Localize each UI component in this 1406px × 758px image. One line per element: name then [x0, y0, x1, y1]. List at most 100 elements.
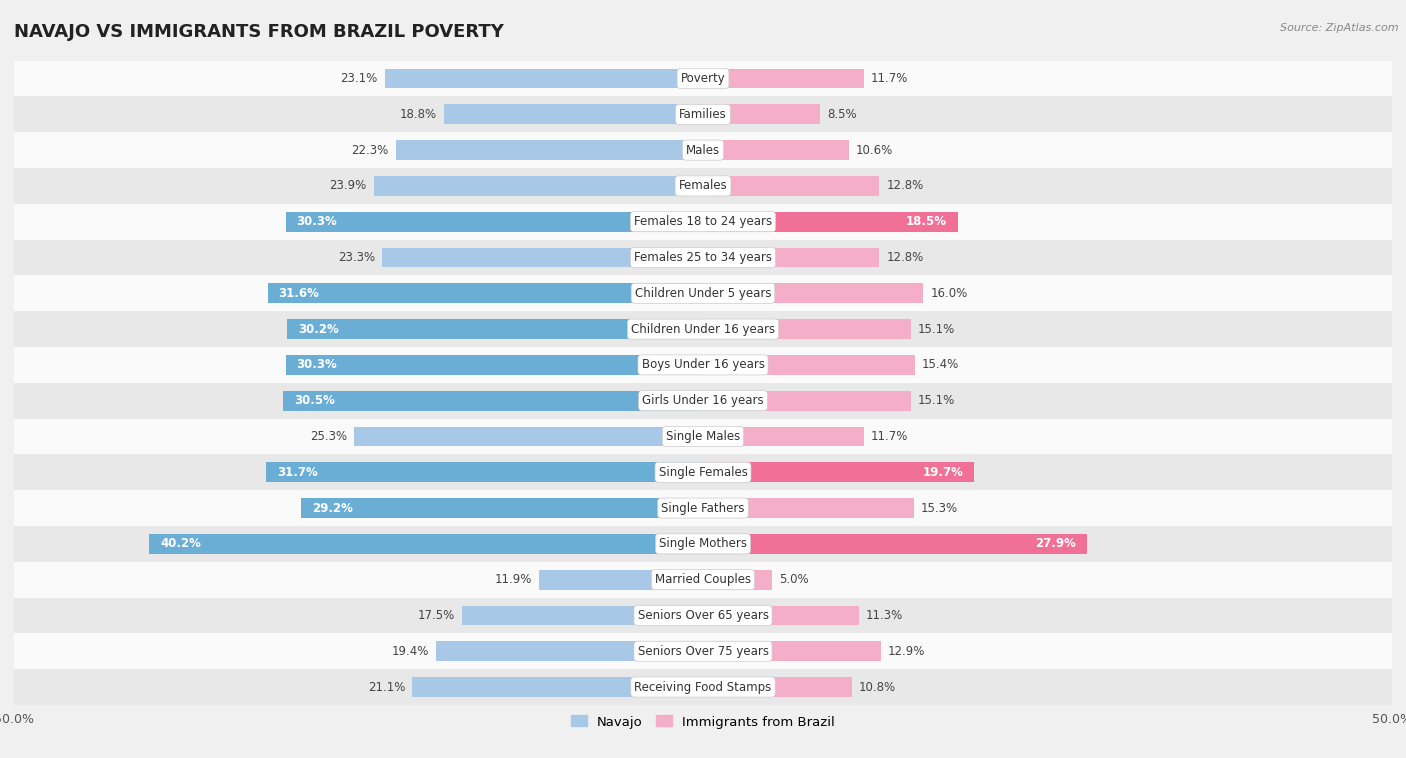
- Text: 31.6%: 31.6%: [278, 287, 319, 300]
- Text: 10.6%: 10.6%: [856, 143, 893, 157]
- Bar: [703, 677, 852, 697]
- Text: Children Under 16 years: Children Under 16 years: [631, 323, 775, 336]
- Text: 23.3%: 23.3%: [337, 251, 375, 264]
- Bar: [14, 96, 1392, 132]
- Text: 15.1%: 15.1%: [918, 323, 955, 336]
- Text: 12.8%: 12.8%: [886, 180, 924, 193]
- Bar: [285, 355, 703, 374]
- Bar: [703, 391, 911, 411]
- Text: Children Under 5 years: Children Under 5 years: [634, 287, 772, 300]
- Bar: [703, 606, 859, 625]
- Text: 30.2%: 30.2%: [298, 323, 339, 336]
- Bar: [14, 454, 1392, 490]
- Text: Single Females: Single Females: [658, 465, 748, 479]
- Text: Females 18 to 24 years: Females 18 to 24 years: [634, 215, 772, 228]
- Text: Seniors Over 75 years: Seniors Over 75 years: [637, 645, 769, 658]
- Text: Seniors Over 65 years: Seniors Over 65 years: [637, 609, 769, 622]
- Bar: [703, 248, 879, 268]
- Text: Married Couples: Married Couples: [655, 573, 751, 586]
- Text: 11.9%: 11.9%: [495, 573, 531, 586]
- Text: 11.7%: 11.7%: [872, 72, 908, 85]
- Bar: [14, 526, 1392, 562]
- Text: 30.5%: 30.5%: [294, 394, 335, 407]
- Bar: [14, 275, 1392, 312]
- Bar: [267, 283, 703, 303]
- Text: 16.0%: 16.0%: [931, 287, 967, 300]
- Bar: [14, 61, 1392, 96]
- Text: 12.9%: 12.9%: [887, 645, 925, 658]
- Bar: [703, 534, 1087, 553]
- Bar: [382, 248, 703, 268]
- Bar: [703, 69, 865, 89]
- Bar: [14, 562, 1392, 597]
- Bar: [703, 176, 879, 196]
- Text: 12.8%: 12.8%: [886, 251, 924, 264]
- Text: 11.3%: 11.3%: [866, 609, 903, 622]
- Bar: [703, 641, 880, 661]
- Text: Families: Families: [679, 108, 727, 121]
- Bar: [395, 140, 703, 160]
- Bar: [14, 347, 1392, 383]
- Bar: [703, 319, 911, 339]
- Text: Boys Under 16 years: Boys Under 16 years: [641, 359, 765, 371]
- Text: NAVAJO VS IMMIGRANTS FROM BRAZIL POVERTY: NAVAJO VS IMMIGRANTS FROM BRAZIL POVERTY: [14, 23, 503, 41]
- Text: Source: ZipAtlas.com: Source: ZipAtlas.com: [1281, 23, 1399, 33]
- Bar: [436, 641, 703, 661]
- Bar: [703, 462, 974, 482]
- Bar: [703, 105, 820, 124]
- Bar: [14, 240, 1392, 275]
- Text: Poverty: Poverty: [681, 72, 725, 85]
- Bar: [283, 391, 703, 411]
- Text: Girls Under 16 years: Girls Under 16 years: [643, 394, 763, 407]
- Bar: [412, 677, 703, 697]
- Bar: [14, 597, 1392, 634]
- Text: 18.8%: 18.8%: [399, 108, 437, 121]
- Text: 22.3%: 22.3%: [352, 143, 389, 157]
- Text: 40.2%: 40.2%: [160, 537, 201, 550]
- Bar: [14, 418, 1392, 454]
- Bar: [703, 355, 915, 374]
- Bar: [538, 570, 703, 590]
- Text: 30.3%: 30.3%: [297, 215, 337, 228]
- Bar: [14, 383, 1392, 418]
- Bar: [149, 534, 703, 553]
- Text: 15.4%: 15.4%: [922, 359, 959, 371]
- Bar: [14, 132, 1392, 168]
- Text: 29.2%: 29.2%: [312, 502, 353, 515]
- Bar: [354, 427, 703, 446]
- Text: Males: Males: [686, 143, 720, 157]
- Legend: Navajo, Immigrants from Brazil: Navajo, Immigrants from Brazil: [565, 710, 841, 734]
- Bar: [14, 168, 1392, 204]
- Text: 21.1%: 21.1%: [368, 681, 405, 694]
- Text: Receiving Food Stamps: Receiving Food Stamps: [634, 681, 772, 694]
- Text: Females: Females: [679, 180, 727, 193]
- Text: 23.9%: 23.9%: [329, 180, 367, 193]
- Text: Single Males: Single Males: [666, 430, 740, 443]
- Text: Single Fathers: Single Fathers: [661, 502, 745, 515]
- Text: 30.3%: 30.3%: [297, 359, 337, 371]
- Text: 10.8%: 10.8%: [859, 681, 896, 694]
- Bar: [266, 462, 703, 482]
- Bar: [703, 212, 957, 231]
- Text: 27.9%: 27.9%: [1036, 537, 1077, 550]
- Text: 11.7%: 11.7%: [872, 430, 908, 443]
- Bar: [703, 283, 924, 303]
- Text: 31.7%: 31.7%: [277, 465, 318, 479]
- Bar: [374, 176, 703, 196]
- Text: Single Mothers: Single Mothers: [659, 537, 747, 550]
- Text: Females 25 to 34 years: Females 25 to 34 years: [634, 251, 772, 264]
- Bar: [14, 490, 1392, 526]
- Text: 19.7%: 19.7%: [922, 465, 963, 479]
- Text: 15.3%: 15.3%: [921, 502, 957, 515]
- Bar: [703, 498, 914, 518]
- Bar: [14, 634, 1392, 669]
- Text: 8.5%: 8.5%: [827, 108, 856, 121]
- Text: 17.5%: 17.5%: [418, 609, 456, 622]
- Bar: [287, 319, 703, 339]
- Bar: [14, 312, 1392, 347]
- Bar: [285, 212, 703, 231]
- Bar: [703, 570, 772, 590]
- Bar: [14, 669, 1392, 705]
- Bar: [703, 140, 849, 160]
- Bar: [703, 427, 865, 446]
